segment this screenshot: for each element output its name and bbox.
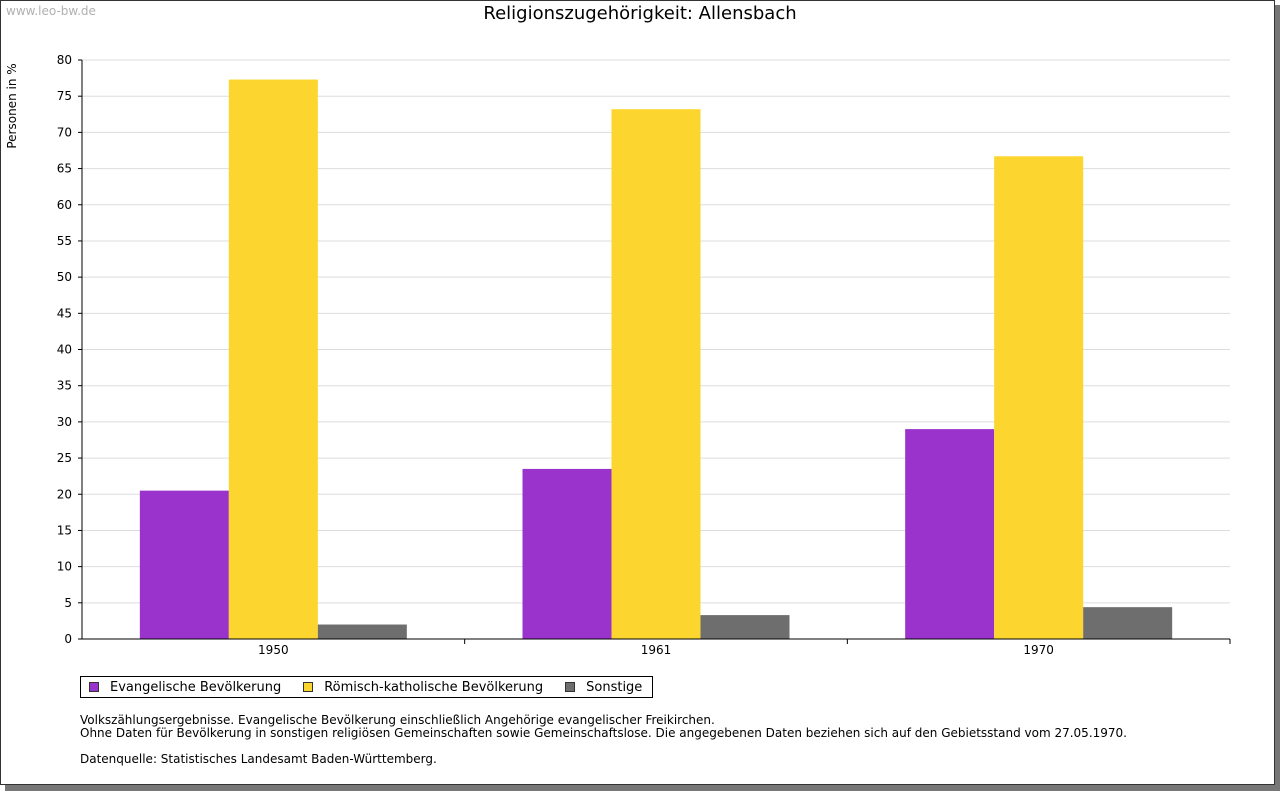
bar-evangelisch-1950 — [139, 490, 229, 639]
y-tick-label: 0 — [64, 632, 72, 646]
y-tick-label: 40 — [57, 343, 72, 357]
frame-shadow-bottom — [5, 785, 1280, 791]
x-tick-label: 1950 — [258, 643, 289, 657]
y-tick-label: 55 — [57, 234, 72, 248]
y-tick-label: 70 — [57, 125, 72, 139]
source-watermark: www.leo-bw.de — [6, 4, 96, 18]
legend: Evangelische Bevölkerung Römisch-katholi… — [80, 676, 654, 698]
legend-swatch-sonstige — [565, 682, 576, 692]
y-tick-label: 35 — [57, 379, 72, 393]
legend-label-katholisch: Römisch-katholische Bevölkerung — [324, 679, 544, 695]
x-tick-label: 1970 — [1023, 643, 1054, 657]
legend-label-evangelisch: Evangelische Bevölkerung — [110, 679, 282, 695]
note-source: Datenquelle: Statistisches Landesamt Bad… — [80, 752, 437, 766]
y-tick-label: 50 — [57, 270, 72, 284]
bar-evangelisch-1961 — [522, 468, 612, 639]
y-tick-label: 5 — [64, 596, 72, 610]
y-tick-label: 30 — [57, 415, 72, 429]
bar-chart: 0 5 10 15 20 25 30 35 40 45 50 55 60 65 70 75 80 Personen… — [5, 53, 1231, 657]
bar-katholisch-1970 — [994, 156, 1084, 640]
legend-item-evangelisch: Evangelische Bevölkerung — [89, 680, 281, 695]
legend-swatch-katholisch — [303, 682, 314, 692]
bar-evangelisch-1970 — [905, 429, 995, 639]
legend-swatch-evangelisch — [89, 682, 99, 692]
x-tick-label: 1961 — [641, 643, 672, 657]
y-tick-label: 10 — [57, 560, 72, 574]
frame-shadow-right — [1275, 5, 1280, 791]
chart-title: Religionszugehörigkeit: Allensbach — [483, 3, 797, 24]
y-tick-label: 15 — [57, 523, 72, 537]
note-line-1: Volkszählungsergebnisse. Evangelische Be… — [80, 713, 715, 727]
y-tick-label: 60 — [57, 198, 72, 212]
bar-sonstige-1950 — [317, 624, 407, 639]
bar-katholisch-1950 — [228, 79, 318, 639]
y-tick-label: 45 — [57, 306, 72, 320]
note-line-2: Ohne Daten für Bevölkerung in sonstigen … — [80, 726, 1127, 740]
bar-katholisch-1961 — [611, 109, 701, 640]
y-tick-label: 25 — [57, 451, 72, 465]
y-tick-label: 65 — [57, 162, 72, 176]
legend-item-sonstige: Sonstige — [565, 680, 642, 695]
y-axis-label: Personen in % — [5, 63, 19, 148]
legend-label-sonstige: Sonstige — [586, 679, 643, 695]
y-tick-label: 20 — [57, 487, 72, 501]
bar-sonstige-1970 — [1083, 607, 1173, 639]
legend-item-katholisch: Römisch-katholische Bevölkerung — [303, 680, 543, 695]
y-tick-label: 75 — [57, 89, 72, 103]
bar-sonstige-1961 — [700, 615, 790, 639]
y-tick-label: 80 — [57, 53, 72, 67]
